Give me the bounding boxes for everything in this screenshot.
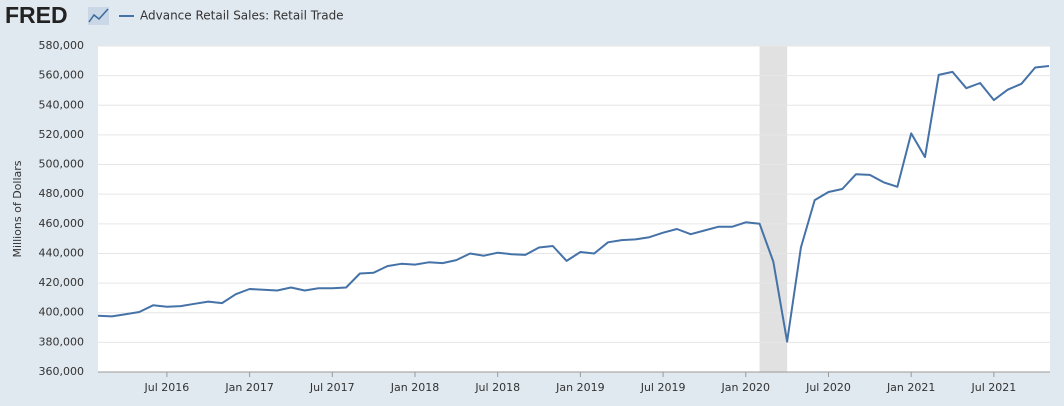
- x-tick-label: Jan 2018: [390, 381, 439, 394]
- x-tick-label: Jul 2016: [144, 381, 190, 394]
- y-tick-label: 520,000: [39, 128, 85, 141]
- y-tick-label: 360,000: [39, 365, 85, 378]
- x-tick-label: Jan 2021: [886, 381, 935, 394]
- x-tick-label: Jan 2017: [224, 381, 273, 394]
- x-tick-label: Jul 2018: [474, 381, 520, 394]
- y-tick-label: 540,000: [39, 98, 85, 111]
- y-tick-label: 560,000: [39, 69, 85, 82]
- x-tick-label: Jul 2021: [970, 381, 1016, 394]
- x-tick-label: Jan 2019: [555, 381, 604, 394]
- x-tick-label: Jan 2020: [721, 381, 770, 394]
- y-tick-label: 380,000: [39, 335, 85, 348]
- x-tick-label: Jul 2019: [640, 381, 686, 394]
- logo-icon: [88, 7, 109, 25]
- data-line: [97, 65, 1050, 343]
- y-tick-label: 440,000: [39, 246, 85, 259]
- y-tick-label: 480,000: [39, 187, 85, 200]
- x-tick-label: Jul 2020: [805, 381, 851, 394]
- y-axis-label: Millions of Dollars: [11, 160, 24, 257]
- y-tick-label: 460,000: [39, 217, 85, 230]
- legend-label: Advance Retail Sales: Retail Trade: [140, 9, 344, 23]
- y-tick-label: 400,000: [39, 306, 85, 319]
- y-tick-label: 580,000: [39, 39, 85, 52]
- plot-area: [98, 46, 1050, 372]
- logo: FRED: [5, 2, 68, 28]
- y-tick-label: 500,000: [39, 158, 85, 171]
- y-tick-label: 420,000: [39, 276, 85, 289]
- x-tick-label: Jul 2017: [309, 381, 355, 394]
